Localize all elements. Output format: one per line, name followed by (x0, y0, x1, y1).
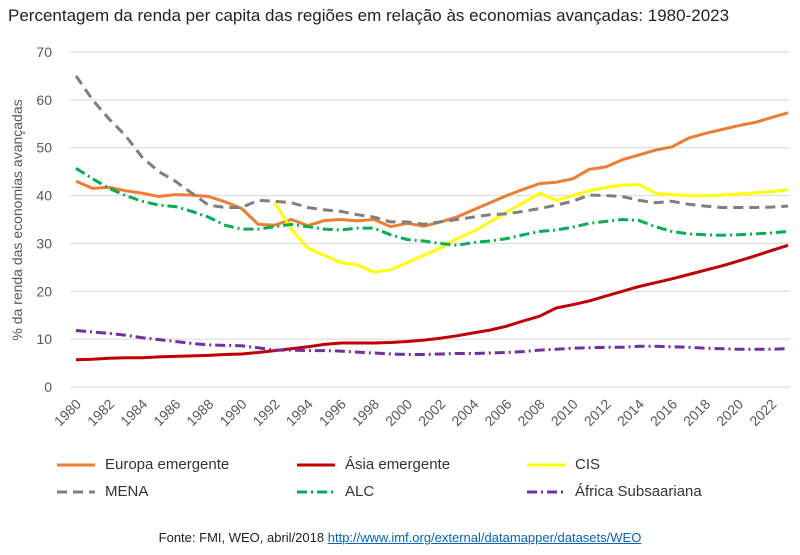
series-line-0 (75, 111, 789, 229)
y-tick-label: 50 (36, 140, 52, 156)
x-tick-label: 2002 (415, 396, 448, 429)
chart-title: Percentagem da renda per capita das regi… (8, 6, 730, 25)
legend-label: MENA (105, 483, 149, 500)
y-tick-label: 40 (36, 188, 52, 204)
y-tick-label: 60 (36, 92, 52, 108)
y-axis-ticks: 0 10 20 30 40 50 60 70 (36, 44, 52, 395)
legend-label: África Subsaariana (575, 483, 702, 500)
legend-label: Europa emergente (105, 456, 230, 473)
x-tick-label: 2016 (647, 396, 680, 429)
source-text: Fonte: FMI, WEO, abril/2018 (158, 530, 325, 545)
legend-item: CIS (525, 456, 600, 473)
y-tick-label: 20 (36, 283, 52, 299)
legend-item: Europa emergente (55, 456, 229, 473)
y-tick-label: 10 (36, 331, 52, 347)
legend-label: Ásia emergente (345, 456, 451, 473)
line-chart: 0 10 20 30 40 50 60 70 1980 1982 1984 1986 1988 1990… (9, 44, 790, 429)
x-tick-label: 1994 (283, 396, 316, 429)
source-note: Fonte: FMI, WEO, abril/2018 http://www.i… (0, 530, 800, 545)
x-tick-label: 2010 (548, 396, 581, 429)
x-tick-label: 2020 (713, 396, 746, 429)
legend-label: ALC (345, 483, 375, 500)
legend-item: África Subsaariana (525, 483, 702, 500)
legend-label: CIS (575, 456, 601, 473)
x-tick-label: 2014 (614, 396, 647, 429)
x-tick-label: 1982 (84, 396, 117, 429)
x-tick-label: 1992 (249, 396, 282, 429)
legend-swatch (297, 490, 335, 493)
legend-swatch (57, 490, 95, 493)
x-tick-label: 2018 (680, 396, 713, 429)
legend-swatch (527, 463, 565, 466)
legend-swatch (297, 463, 335, 466)
series-line-5 (75, 329, 789, 356)
series-line-4 (75, 167, 789, 247)
x-axis-ticks: 1980 1982 1984 1986 1988 1990 1992 1994 1996 1998… (51, 396, 780, 429)
x-tick-label: 2022 (746, 396, 779, 429)
y-tick-label: 0 (44, 379, 52, 395)
source-link[interactable]: http://www.imf.org/external/datamapper/d… (327, 530, 642, 545)
x-tick-label: 1990 (216, 396, 249, 429)
legend-item: MENA (55, 483, 148, 500)
series-line-2 (273, 183, 789, 274)
x-tick-label: 1986 (150, 396, 183, 429)
series-line-1 (75, 243, 789, 362)
legend-swatch (57, 463, 95, 466)
x-tick-label: 2000 (382, 396, 415, 429)
series-line-3 (74, 75, 789, 226)
gridlines (70, 51, 790, 388)
x-tick-label: 1988 (183, 396, 216, 429)
x-tick-label: 1984 (117, 396, 150, 429)
legend-item: Ásia emergente (295, 456, 450, 473)
legend-swatch (527, 490, 565, 493)
x-tick-label: 2012 (581, 396, 614, 429)
y-axis-label: % da renda das economias avançadas (9, 99, 25, 340)
legend-item: ALC (295, 483, 374, 500)
x-tick-label: 1980 (51, 396, 84, 429)
y-tick-label: 70 (36, 44, 52, 60)
x-tick-label: 2006 (481, 396, 514, 429)
x-tick-label: 2004 (448, 396, 481, 429)
series-lines (74, 75, 789, 362)
x-tick-label: 1998 (349, 396, 382, 429)
x-tick-label: 1996 (316, 396, 349, 429)
x-tick-label: 2008 (514, 396, 547, 429)
y-tick-label: 30 (36, 235, 52, 251)
